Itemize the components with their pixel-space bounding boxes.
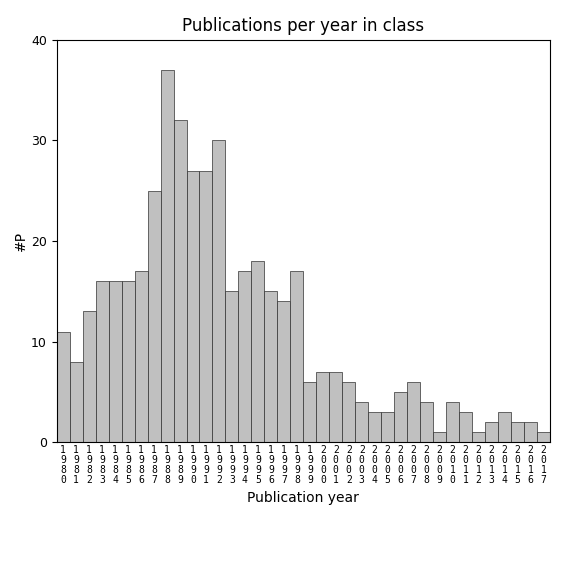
- Bar: [96, 281, 109, 442]
- Bar: [381, 412, 394, 442]
- Bar: [407, 382, 420, 442]
- Bar: [57, 332, 70, 442]
- Bar: [498, 412, 511, 442]
- Bar: [316, 372, 329, 442]
- Bar: [83, 311, 96, 442]
- X-axis label: Publication year: Publication year: [247, 490, 359, 505]
- Bar: [213, 141, 226, 442]
- Bar: [264, 291, 277, 442]
- Bar: [251, 261, 264, 442]
- Bar: [160, 70, 174, 442]
- Bar: [356, 402, 368, 442]
- Bar: [433, 432, 446, 442]
- Bar: [109, 281, 121, 442]
- Bar: [485, 422, 498, 442]
- Bar: [511, 422, 524, 442]
- Bar: [290, 271, 303, 442]
- Bar: [147, 191, 160, 442]
- Bar: [342, 382, 356, 442]
- Bar: [187, 171, 200, 442]
- Y-axis label: #P: #P: [14, 231, 28, 251]
- Bar: [121, 281, 134, 442]
- Bar: [70, 362, 83, 442]
- Bar: [239, 271, 251, 442]
- Title: Publications per year in class: Publications per year in class: [182, 18, 425, 35]
- Bar: [174, 120, 187, 442]
- Bar: [277, 302, 290, 442]
- Bar: [394, 392, 407, 442]
- Bar: [524, 422, 537, 442]
- Bar: [420, 402, 433, 442]
- Bar: [329, 372, 342, 442]
- Bar: [226, 291, 239, 442]
- Bar: [134, 271, 147, 442]
- Bar: [459, 412, 472, 442]
- Bar: [200, 171, 213, 442]
- Bar: [303, 382, 316, 442]
- Bar: [537, 432, 550, 442]
- Bar: [368, 412, 381, 442]
- Bar: [446, 402, 459, 442]
- Bar: [472, 432, 485, 442]
